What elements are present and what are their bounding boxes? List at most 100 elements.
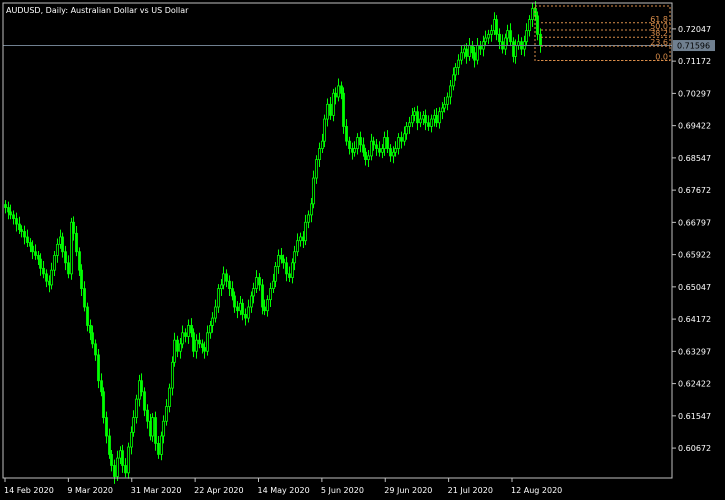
y-tick-label: 0.65047: [678, 283, 711, 292]
candle-body: [438, 111, 441, 124]
candle-body: [345, 126, 348, 142]
candle-body: [127, 446, 130, 474]
candle-body: [408, 122, 411, 127]
candle-body: [67, 262, 70, 275]
candle-body: [247, 306, 250, 319]
candle-body: [269, 288, 272, 301]
candle-body: [231, 288, 234, 297]
candle-body: [383, 137, 386, 149]
candle-body: [225, 273, 228, 282]
candle-body: [296, 240, 299, 253]
candle-body: [416, 111, 419, 124]
candle-body: [250, 295, 253, 308]
x-tick-label: 31 Mar 2020: [131, 486, 182, 495]
candle-body: [89, 325, 92, 334]
candle-body: [228, 280, 231, 289]
candle-body: [83, 288, 86, 308]
candle-body: [468, 44, 471, 57]
candle-body: [31, 245, 34, 253]
y-tick-label: 0.71172: [678, 57, 711, 66]
candle-body: [157, 442, 160, 455]
candle-body: [108, 435, 111, 455]
candle-body: [100, 380, 103, 393]
y-tick-label: 0.61547: [678, 412, 711, 421]
candle-body: [192, 332, 195, 352]
candle-body: [419, 118, 422, 124]
candle-body: [359, 137, 362, 146]
candle-body: [332, 92, 335, 116]
candle-body: [435, 114, 438, 124]
candle-body: [517, 41, 520, 46]
fib-level-label: 23.6: [650, 38, 668, 47]
candle-body: [135, 398, 138, 418]
candle-body: [413, 111, 416, 116]
candle-body: [272, 280, 275, 289]
candle-body: [531, 8, 534, 20]
y-tick-label: 0.69422: [678, 122, 711, 131]
candle-body: [430, 118, 433, 127]
candle-body: [198, 339, 201, 345]
candle-body: [506, 30, 509, 39]
y-tick-label: 0.60672: [678, 444, 711, 453]
candle-body: [405, 126, 408, 135]
candle-body: [304, 221, 307, 242]
candle-body: [498, 33, 501, 43]
candle-body: [280, 255, 283, 260]
candle-body: [460, 52, 463, 61]
candle-body: [411, 114, 414, 124]
candle-body: [473, 52, 476, 61]
x-tick-label: 14 May 2020: [258, 486, 310, 495]
candle-body: [203, 347, 206, 352]
candle-body: [80, 269, 83, 289]
candle-body: [299, 236, 302, 242]
candle-body: [514, 44, 517, 57]
price-axis: 0.72047 0.71172 0.70297 0.69422 0.68547 0.676…: [672, 25, 711, 453]
candle-body: [261, 284, 264, 308]
candle-body: [7, 207, 10, 213]
candle-body: [490, 30, 493, 35]
candle-body: [340, 85, 343, 94]
candle-body: [476, 44, 479, 61]
candle-body: [293, 251, 296, 264]
candle-body: [121, 450, 124, 466]
time-axis: 14 Feb 2020 9 Mar 2020 31 Mar 2020 22 Apr 2…: [4, 478, 562, 495]
candle-body: [110, 454, 113, 466]
candle-body: [132, 417, 135, 433]
candle-body: [443, 103, 446, 109]
candle-body: [353, 148, 356, 153]
candle-body: [378, 148, 381, 153]
candle-body: [337, 85, 340, 98]
candle-body: [206, 332, 209, 352]
fib-level-label: 50.0: [650, 22, 668, 31]
y-tick-label: 0.65922: [678, 251, 711, 260]
candle-body: [154, 417, 157, 444]
candle-body: [190, 325, 193, 334]
y-tick-label: 0.72047: [678, 25, 711, 34]
candle-body: [449, 85, 452, 98]
candle-body: [258, 277, 261, 286]
candle-body: [168, 387, 171, 407]
candle-body: [146, 409, 149, 422]
candle-body: [220, 284, 223, 289]
candle-body: [9, 211, 12, 216]
candle-body: [386, 137, 389, 149]
candle-body: [162, 420, 165, 437]
candle-body: [334, 92, 337, 98]
y-tick-label: 0.67672: [678, 186, 711, 195]
candle-body: [312, 177, 315, 205]
y-tick-label: 0.70297: [678, 89, 711, 98]
candle-body: [20, 229, 23, 232]
current-price-tag: 0.71596: [673, 40, 715, 52]
x-tick-label: 14 Feb 2020: [4, 486, 54, 495]
candle-body: [91, 332, 94, 345]
y-tick-label: 0.66797: [678, 218, 711, 227]
fibonacci-retracement[interactable]: 61.850.038.223.6 0.0: [534, 5, 671, 61]
fib-level-label: 61.8: [650, 15, 668, 24]
candle-body: [113, 465, 116, 477]
chart-frame: [2, 2, 673, 479]
candle-body: [288, 273, 291, 278]
candle-body: [124, 465, 127, 474]
candle-body: [364, 151, 367, 161]
candle-body: [176, 339, 179, 352]
